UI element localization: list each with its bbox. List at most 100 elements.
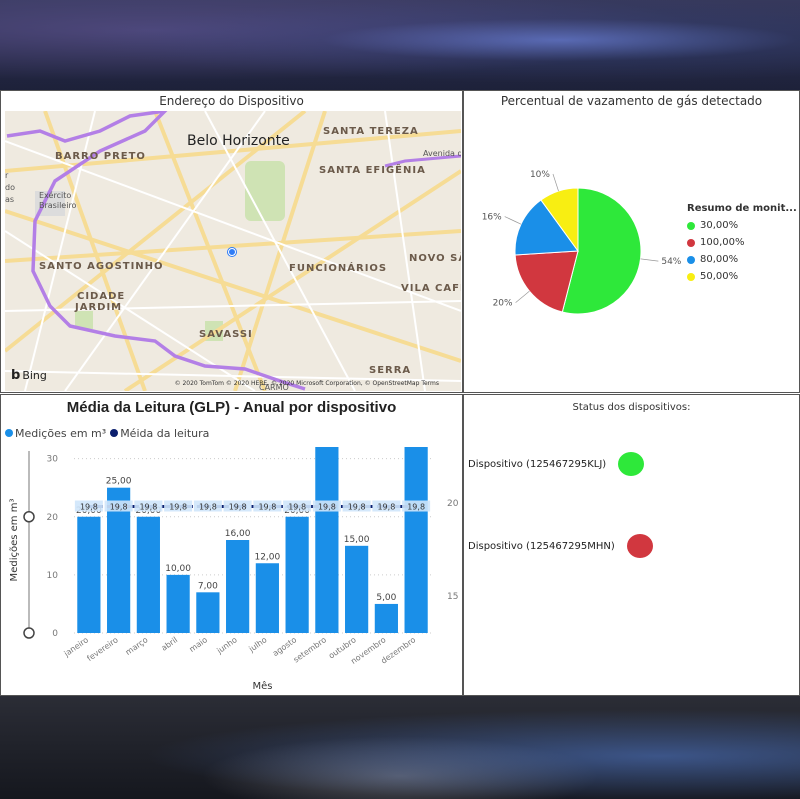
- bar-chart-title: Média da Leitura (GLP) - Anual por dispo…: [66, 399, 397, 416]
- map-label-novo-sa: NOVO SÃ: [409, 253, 461, 264]
- x-tick-label: abril: [160, 635, 180, 653]
- pie-slice-label: 54%: [661, 257, 681, 267]
- legend-dot: [687, 238, 695, 247]
- y2-tick-label: 20: [447, 499, 459, 509]
- pie-chart[interactable]: 54% 20% 16% 10%: [464, 91, 800, 394]
- status-title: Status dos dispositivos:: [572, 402, 691, 413]
- average-label-bg: [134, 500, 163, 512]
- bing-icon: b: [11, 368, 21, 383]
- bar[interactable]: [255, 563, 279, 633]
- map-title: Endereço do Dispositivo: [159, 94, 304, 108]
- average-data-label: 19,8: [318, 503, 336, 512]
- pie-legend-item[interactable]: 50,00%: [687, 271, 797, 282]
- slider-handle[interactable]: [23, 511, 35, 523]
- map-label-santa-tereza: SANTA TEREZA: [323, 126, 419, 137]
- average-data-label: 19,8: [80, 503, 98, 512]
- map-label-edge-r: r: [5, 171, 9, 180]
- map-label-brasileiro: Brasileiro: [39, 201, 77, 210]
- bar-legend: Medições em m³ Méida da leitura: [5, 427, 209, 440]
- background-photo-bottom: [0, 696, 800, 799]
- bar[interactable]: [77, 516, 101, 633]
- bar-chart[interactable]: 0102030152020,00janeiro25,00fevereiro20,…: [1, 395, 464, 697]
- average-data-label: 19,8: [407, 503, 425, 512]
- legend-label: 30,00%: [700, 220, 739, 231]
- legend-label: Medições em m³: [15, 427, 107, 440]
- bar[interactable]: [315, 447, 339, 633]
- bar[interactable]: [404, 447, 428, 633]
- device-address-map[interactable]: Belo Horizonte BARRO PRETO SANTA TEREZA …: [5, 111, 461, 391]
- x-tick-label: março: [124, 635, 150, 657]
- status-panel: Status dos dispositivos: Dispositivo (12…: [463, 394, 800, 696]
- map-label-santa-efigenia: SANTA EFIGÊNIA: [319, 165, 426, 176]
- y-tick-label: 30: [47, 455, 59, 465]
- x-tick-label: julho: [247, 635, 269, 654]
- bar-data-label: 7,00: [198, 581, 218, 591]
- bar[interactable]: [345, 545, 369, 633]
- bar[interactable]: [226, 540, 250, 633]
- average-data-label: 19,8: [229, 503, 247, 512]
- legend-item-measurements[interactable]: Medições em m³: [5, 427, 106, 440]
- map-label-funcionarios: FUNCIONÁRIOS: [289, 263, 388, 274]
- pie-slice-label: 20%: [493, 299, 513, 309]
- device-label: Dispositivo (125467295MHN): [468, 540, 615, 552]
- average-data-label: 19,8: [288, 503, 306, 512]
- x-tick-label: fevereiro: [85, 635, 119, 663]
- pie-legend-item[interactable]: 100,00%: [687, 237, 797, 248]
- average-label-bg: [223, 500, 252, 512]
- pie-legend: Resumo de monit... 30,00% 100,00% 80,00%…: [687, 203, 797, 288]
- map-label-vila-cafe: VILA CAFÉ: [401, 283, 461, 294]
- bar[interactable]: [166, 574, 190, 633]
- bar[interactable]: [107, 487, 131, 633]
- device-status-row[interactable]: Dispositivo (125467295MHN): [468, 534, 653, 558]
- status-indicator-dot: [618, 452, 645, 476]
- x-tick-label: maio: [188, 635, 209, 654]
- pie-slice[interactable]: [540, 187, 579, 253]
- pie-slice[interactable]: [561, 187, 642, 315]
- pie-leader-line: [640, 258, 659, 262]
- average-label-bg: [253, 500, 282, 512]
- average-label-bg: [193, 500, 222, 512]
- pie-leader-line: [504, 216, 522, 225]
- dashboard: Endereço do Dispositivo: [0, 90, 800, 696]
- bar-data-label: 12,00: [254, 552, 280, 562]
- background-photo-top: [0, 0, 800, 90]
- average-label-bg: [164, 500, 193, 512]
- bar-data-label: 25,00: [106, 477, 132, 487]
- average-label-bg: [104, 500, 133, 512]
- slider-handle[interactable]: [23, 627, 35, 639]
- legend-label: 100,00%: [700, 237, 745, 248]
- legend-label: Méida da leitura: [120, 427, 210, 440]
- map-label-carmo: CARMO: [259, 383, 289, 391]
- average-label-bg: [342, 500, 371, 512]
- map-label-edge-do: do: [5, 183, 15, 192]
- map-label-edge-as: as: [5, 195, 15, 204]
- pie-leader-line: [552, 173, 559, 192]
- bar[interactable]: [196, 592, 220, 633]
- average-data-label: 19,8: [258, 503, 276, 512]
- average-data-label: 19,8: [348, 503, 366, 512]
- device-status-row[interactable]: Dispositivo (125467295KLJ): [468, 452, 645, 476]
- legend-label: 80,00%: [700, 254, 739, 265]
- bar[interactable]: [285, 516, 309, 633]
- device-label: Dispositivo (125467295KLJ): [468, 458, 607, 470]
- pie-slice[interactable]: [514, 199, 579, 256]
- bar-data-label: 10,00: [165, 564, 191, 574]
- bar-data-label: 15,00: [344, 535, 370, 545]
- pie-legend-item[interactable]: 30,00%: [687, 220, 797, 231]
- bar[interactable]: [136, 516, 160, 633]
- average-label-bg: [74, 500, 103, 512]
- device-location-pin[interactable]: [228, 248, 236, 256]
- y-tick-label: 0: [52, 629, 58, 639]
- average-data-label: 19,8: [199, 503, 217, 512]
- pie-legend-title: Resumo de monit...: [687, 203, 797, 214]
- pie-leader-line: [515, 290, 530, 303]
- pie-panel: Percentual de vazamento de gás detectado…: [463, 90, 800, 393]
- map-label-city: Belo Horizonte: [187, 133, 290, 149]
- map-label-avenida: Avenida do: [423, 149, 461, 158]
- bar[interactable]: [374, 603, 398, 633]
- pie-legend-item[interactable]: 80,00%: [687, 254, 797, 265]
- x-axis-title: Mês: [253, 680, 273, 692]
- legend-item-average[interactable]: Méida da leitura: [110, 427, 209, 440]
- bing-logo: b Bing: [11, 368, 47, 383]
- average-label-bg: [402, 500, 431, 512]
